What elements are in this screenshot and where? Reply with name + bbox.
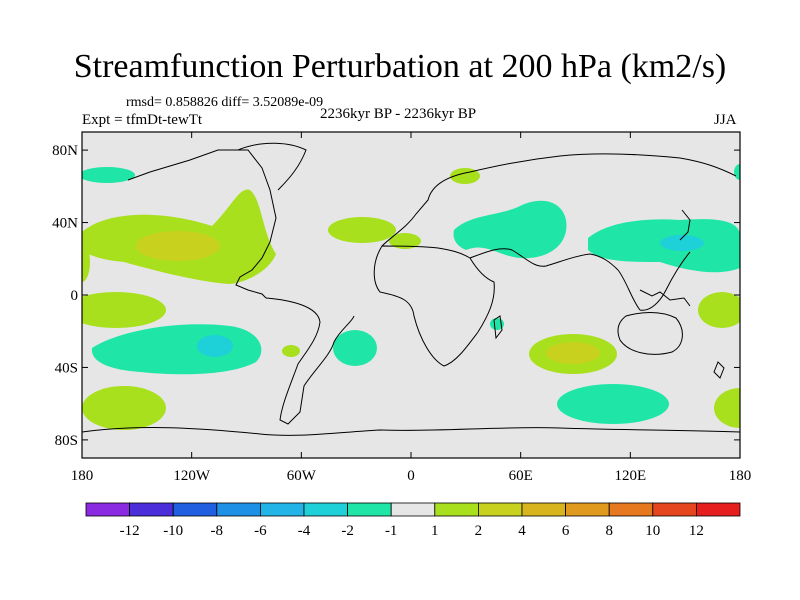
colorbar-label: -8 xyxy=(211,523,224,539)
experiment-label: Expt = tfmDt-tewTt xyxy=(82,112,203,128)
colorbar-swatch xyxy=(521,502,566,517)
lat-tick-label: 0 xyxy=(71,288,79,304)
colorbar-label: 1 xyxy=(431,523,439,539)
anomaly-fields xyxy=(82,164,740,430)
colorbar-swatch xyxy=(565,502,610,517)
colorbar-label: -1 xyxy=(385,523,398,539)
colorbar-label: 12 xyxy=(689,523,704,539)
colorbar-swatch xyxy=(85,502,130,517)
colorbar-swatch xyxy=(434,502,479,517)
colorbar-label: 2 xyxy=(475,523,483,539)
lon-tick-label: 60W xyxy=(287,468,317,484)
lon-tick-label: 120W xyxy=(173,468,211,484)
colorbar-label: -4 xyxy=(298,523,311,539)
lon-tick-label: 180 xyxy=(729,468,752,484)
period-label: 2236kyr BP - 2236kyr BP xyxy=(320,106,477,122)
colorbar-swatch xyxy=(696,502,741,517)
lat-tick-label: 40S xyxy=(55,360,78,376)
colorbar-label: -6 xyxy=(254,523,267,539)
lon-tick-label: 120E xyxy=(614,468,646,484)
lon-tick-label: 0 xyxy=(407,468,415,484)
season-label: JJA xyxy=(714,112,737,128)
colorbar-label: -12 xyxy=(120,523,140,539)
colorbar-swatch xyxy=(652,502,697,517)
colorbar-label: 10 xyxy=(645,523,660,539)
colorbar: -12 -10 -8 -6 -4 -2 -1 1 2 4 6 8 10 12 xyxy=(85,502,741,539)
colorbar-swatch xyxy=(129,502,174,517)
latitude-ticks: 80N 40N 0 40S 80S xyxy=(52,143,740,449)
lat-tick-label: 40N xyxy=(52,216,78,232)
colorbar-label: -2 xyxy=(341,523,354,539)
colorbar-swatch xyxy=(259,502,305,517)
colorbar-swatch xyxy=(477,502,523,517)
colorbar-swatch xyxy=(172,502,218,517)
colorbar-swatch xyxy=(608,502,654,517)
colorbar-label: 6 xyxy=(562,523,570,539)
lon-tick-label: 60E xyxy=(509,468,533,484)
colorbar-label: 8 xyxy=(605,523,613,539)
colorbar-swatch xyxy=(390,502,436,517)
coastlines xyxy=(82,142,740,436)
colorbar-swatch xyxy=(216,502,261,517)
longitude-ticks: 180 120W 60W 0 60E 120E 180 xyxy=(71,132,752,484)
plot-title: Streamfunction Perturbation at 200 hPa (… xyxy=(73,48,727,85)
lon-tick-label: 180 xyxy=(71,468,94,484)
colorbar-label: 4 xyxy=(518,523,526,539)
lat-tick-label: 80S xyxy=(55,433,78,449)
lat-tick-label: 80N xyxy=(52,143,78,159)
colorbar-label: -10 xyxy=(163,523,183,539)
colorbar-swatch xyxy=(347,502,392,517)
colorbar-swatch xyxy=(303,502,348,517)
stats-label: rmsd= 0.858826 diff= 3.52089e-09 xyxy=(126,95,324,110)
